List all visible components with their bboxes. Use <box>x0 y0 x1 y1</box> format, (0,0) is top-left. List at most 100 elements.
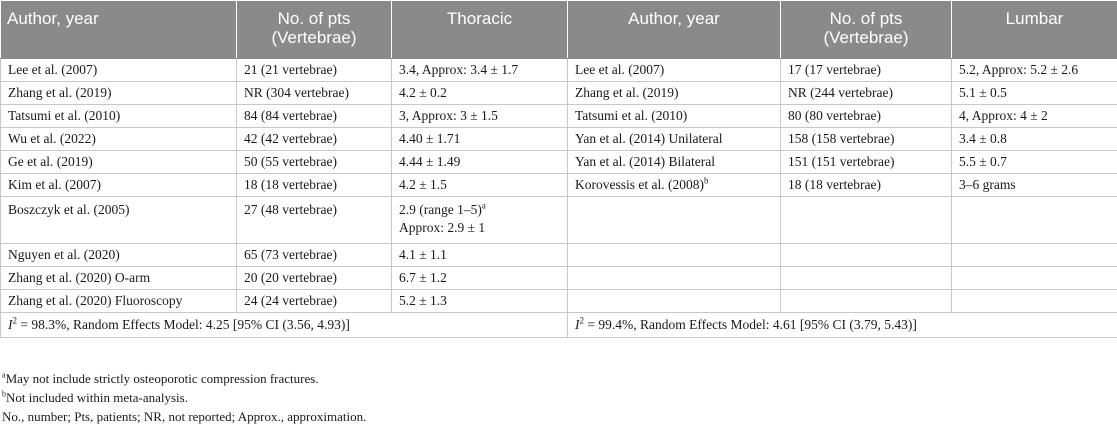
header-label: No. of pts <box>830 9 903 28</box>
cell-empty <box>568 244 781 267</box>
cell-lumbar-author: Korovessis et al. (2008)b <box>568 174 781 197</box>
table-row: Zhang et al. (2019) NR (304 vertebrae) 4… <box>1 82 1117 105</box>
header-pts-lumbar: No. of pts(Vertebrae) <box>781 1 952 59</box>
table-row: Zhang et al. (2020) O-arm 20 (20 vertebr… <box>1 267 1117 290</box>
cell-lumbar-author: Yan et al. (2014) Unilateral <box>568 128 781 151</box>
cell-thoracic-pts: NR (304 vertebrae) <box>237 82 392 105</box>
value-line-2: Approx: 2.9 ± 1 <box>399 220 485 235</box>
header-lumbar: Lumbar <box>952 1 1117 59</box>
table-row: Wu et al. (2022) 42 (42 vertebrae) 4.40 … <box>1 128 1117 151</box>
header-author-thoracic: Author, year <box>1 1 237 59</box>
table-row: Boszczyk et al. (2005) 27 (48 vertebrae)… <box>1 197 1117 244</box>
author-text: Korovessis et al. (2008) <box>575 177 704 192</box>
cell-thoracic-author: Zhang et al. (2020) O-arm <box>1 267 237 290</box>
summary-row: I2 = 98.3%, Random Effects Model: 4.25 [… <box>1 313 1117 338</box>
cell-empty <box>952 244 1117 267</box>
header-label: (Vertebrae) <box>823 28 908 47</box>
table-row: Ge et al. (2019) 50 (55 vertebrae) 4.44 … <box>1 151 1117 174</box>
summary-thoracic: I2 = 98.3%, Random Effects Model: 4.25 [… <box>1 313 568 338</box>
cell-thoracic-pts: 21 (21 vertebrae) <box>237 59 392 82</box>
cell-thoracic-value: 3, Approx: 3 ± 1.5 <box>392 105 568 128</box>
summary-lumbar: I2 = 99.4%, Random Effects Model: 4.61 [… <box>568 313 1117 338</box>
cell-empty <box>952 290 1117 313</box>
cell-lumbar-pts: 158 (158 vertebrae) <box>781 128 952 151</box>
header-label: No. of pts <box>278 9 351 28</box>
footnote-mark-a: a <box>482 201 486 211</box>
cell-thoracic-author: Kim et al. (2007) <box>1 174 237 197</box>
table-row: Nguyen et al. (2020) 65 (73 vertebrae) 4… <box>1 244 1117 267</box>
cell-thoracic-value: 4.44 ± 1.49 <box>392 151 568 174</box>
cell-lumbar-value: 3–6 grams <box>952 174 1117 197</box>
cell-thoracic-value: 2.9 (range 1–5)a Approx: 2.9 ± 1 <box>392 197 568 244</box>
footnote-a: aMay not include strictly osteoporotic c… <box>2 369 366 388</box>
header-row: Author, year No. of pts(Vertebrae) Thora… <box>1 1 1117 59</box>
header-label: (Vertebrae) <box>271 28 356 47</box>
cell-lumbar-pts: 17 (17 vertebrae) <box>781 59 952 82</box>
cell-empty <box>952 267 1117 290</box>
header-label: Thoracic <box>398 1 561 28</box>
header-label: Lumbar <box>958 1 1111 28</box>
cell-lumbar-author: Yan et al. (2014) Bilateral <box>568 151 781 174</box>
table-row: Tatsumi et al. (2010) 84 (84 vertebrae) … <box>1 105 1117 128</box>
cell-lumbar-value: 5.5 ± 0.7 <box>952 151 1117 174</box>
cell-thoracic-value: 4.2 ± 0.2 <box>392 82 568 105</box>
cell-lumbar-value: 5.2, Approx: 5.2 ± 2.6 <box>952 59 1117 82</box>
cell-lumbar-author: Lee et al. (2007) <box>568 59 781 82</box>
footnote-b: bNot included within meta-analysis. <box>2 388 366 407</box>
cell-empty <box>568 197 781 244</box>
cell-thoracic-author: Zhang et al. (2019) <box>1 82 237 105</box>
footnote-text: May not include strictly osteoporotic co… <box>6 371 319 386</box>
cell-lumbar-pts: 151 (151 vertebrae) <box>781 151 952 174</box>
cell-thoracic-author: Boszczyk et al. (2005) <box>1 197 237 244</box>
cell-thoracic-value: 4.1 ± 1.1 <box>392 244 568 267</box>
header-author-lumbar: Author, year <box>568 1 781 59</box>
cell-thoracic-pts: 27 (48 vertebrae) <box>237 197 392 244</box>
cell-thoracic-pts: 65 (73 vertebrae) <box>237 244 392 267</box>
footnote-mark-b: b <box>704 176 709 186</box>
cell-empty <box>781 290 952 313</box>
cell-thoracic-pts: 42 (42 vertebrae) <box>237 128 392 151</box>
cell-thoracic-pts: 20 (20 vertebrae) <box>237 267 392 290</box>
cell-empty <box>568 290 781 313</box>
cell-thoracic-value: 5.2 ± 1.3 <box>392 290 568 313</box>
table-footnotes: aMay not include strictly osteoporotic c… <box>2 369 366 426</box>
cell-thoracic-value: 4.40 ± 1.71 <box>392 128 568 151</box>
cell-empty <box>952 197 1117 244</box>
summary-text: = 98.3%, Random Effects Model: 4.25 [95%… <box>17 317 350 332</box>
cell-empty <box>568 267 781 290</box>
cell-thoracic-value: 3.4, Approx: 3.4 ± 1.7 <box>392 59 568 82</box>
cell-thoracic-author: Zhang et al. (2020) Fluoroscopy <box>1 290 237 313</box>
cell-thoracic-value: 4.2 ± 1.5 <box>392 174 568 197</box>
cell-empty <box>781 244 952 267</box>
table-row: Kim et al. (2007) 18 (18 vertebrae) 4.2 … <box>1 174 1117 197</box>
cell-thoracic-author: Tatsumi et al. (2010) <box>1 105 237 128</box>
cell-lumbar-value: 5.1 ± 0.5 <box>952 82 1117 105</box>
cell-lumbar-value: 3.4 ± 0.8 <box>952 128 1117 151</box>
header-label: Author, year <box>7 1 230 28</box>
cell-thoracic-pts: 84 (84 vertebrae) <box>237 105 392 128</box>
header-thoracic: Thoracic <box>392 1 568 59</box>
cell-thoracic-author: Nguyen et al. (2020) <box>1 244 237 267</box>
footnote-abbreviations: No., number; Pts, patients; NR, not repo… <box>2 407 366 426</box>
cell-lumbar-author: Tatsumi et al. (2010) <box>568 105 781 128</box>
value-line-1: 2.9 (range 1–5) <box>399 202 482 217</box>
data-table: Author, year No. of pts(Vertebrae) Thora… <box>0 0 1117 338</box>
cell-lumbar-value: 4, Approx: 4 ± 2 <box>952 105 1117 128</box>
summary-text: = 99.4%, Random Effects Model: 4.61 [95%… <box>584 317 917 332</box>
cell-thoracic-pts: 24 (24 vertebrae) <box>237 290 392 313</box>
cell-thoracic-pts: 50 (55 vertebrae) <box>237 151 392 174</box>
header-label: Author, year <box>574 1 774 28</box>
table-row: Lee et al. (2007) 21 (21 vertebrae) 3.4,… <box>1 59 1117 82</box>
cell-lumbar-pts: 80 (80 vertebrae) <box>781 105 952 128</box>
table-row: Zhang et al. (2020) Fluoroscopy 24 (24 v… <box>1 290 1117 313</box>
cell-empty <box>781 267 952 290</box>
cell-thoracic-pts: 18 (18 vertebrae) <box>237 174 392 197</box>
footnote-text: Not included within meta-analysis. <box>6 390 188 405</box>
cell-lumbar-author: Zhang et al. (2019) <box>568 82 781 105</box>
cell-thoracic-author: Lee et al. (2007) <box>1 59 237 82</box>
cell-lumbar-pts: 18 (18 vertebrae) <box>781 174 952 197</box>
cell-thoracic-author: Ge et al. (2019) <box>1 151 237 174</box>
cell-lumbar-pts: NR (244 vertebrae) <box>781 82 952 105</box>
cell-thoracic-author: Wu et al. (2022) <box>1 128 237 151</box>
header-pts-thoracic: No. of pts(Vertebrae) <box>237 1 392 59</box>
